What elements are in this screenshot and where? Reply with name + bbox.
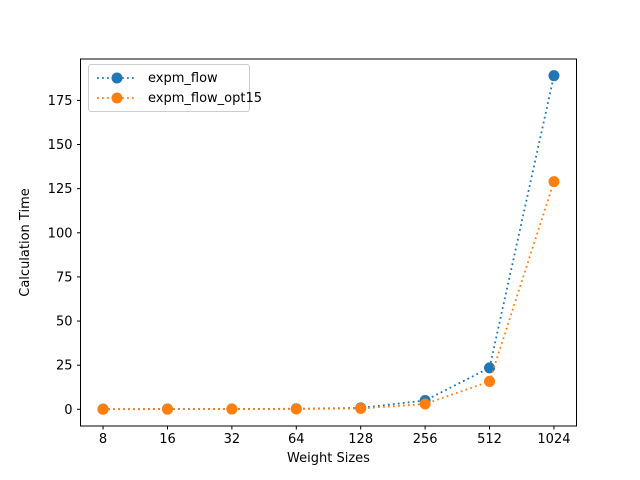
series-line-expm_flow <box>103 75 555 411</box>
legend-marker-sample <box>111 72 123 84</box>
y-tick-label: 150 <box>48 138 73 153</box>
series-line-expm_flow_opt15 <box>103 181 555 411</box>
x-tick-label: 1024 <box>537 432 570 447</box>
y-tick-label: 0 <box>64 403 72 418</box>
data-point-expm_flow_opt15 <box>290 403 302 415</box>
data-point-expm_flow_opt15 <box>226 403 238 415</box>
y-axis-label: Calculation Time <box>18 188 33 296</box>
legend-sample-expm-flow-icon <box>97 72 137 84</box>
data-point-expm_flow_opt15 <box>548 176 560 188</box>
data-point-expm_flow_opt15 <box>97 403 109 415</box>
legend-sample-expm-flow-opt15-icon <box>97 92 137 104</box>
y-tick-label: 50 <box>56 315 73 330</box>
y-tick-label: 75 <box>56 270 73 285</box>
legend-item-expm-flow: expm_flow <box>95 69 243 87</box>
legend-label: expm_flow_opt15 <box>148 90 262 106</box>
data-point-expm_flow_opt15 <box>355 402 367 414</box>
data-point-expm_flow_opt15 <box>484 375 496 387</box>
legend-marker-sample <box>111 92 123 104</box>
legend-item-expm-flow-opt15: expm_flow_opt15 <box>95 89 262 107</box>
axes-frame <box>80 58 577 427</box>
x-tick-label: 64 <box>288 432 305 447</box>
x-tick-label: 16 <box>159 432 176 447</box>
y-tick-label: 175 <box>48 94 73 109</box>
x-tick-label: 128 <box>348 432 373 447</box>
data-point-expm_flow <box>548 70 560 82</box>
x-tick-label: 256 <box>413 432 438 447</box>
x-tick-label: 512 <box>477 432 502 447</box>
data-point-expm_flow_opt15 <box>161 403 173 415</box>
data-point-expm_flow_opt15 <box>419 398 431 410</box>
x-tick-label: 8 <box>99 432 107 447</box>
y-tick-label: 100 <box>48 226 73 241</box>
y-tick-label: 25 <box>56 359 73 374</box>
x-tick-label: 32 <box>224 432 241 447</box>
legend: expm_flow expm_flow_opt15 <box>88 64 262 112</box>
y-tick-label: 125 <box>48 182 73 197</box>
legend-label: expm_flow <box>148 70 218 86</box>
x-axis-label: Weight Sizes <box>287 451 370 466</box>
